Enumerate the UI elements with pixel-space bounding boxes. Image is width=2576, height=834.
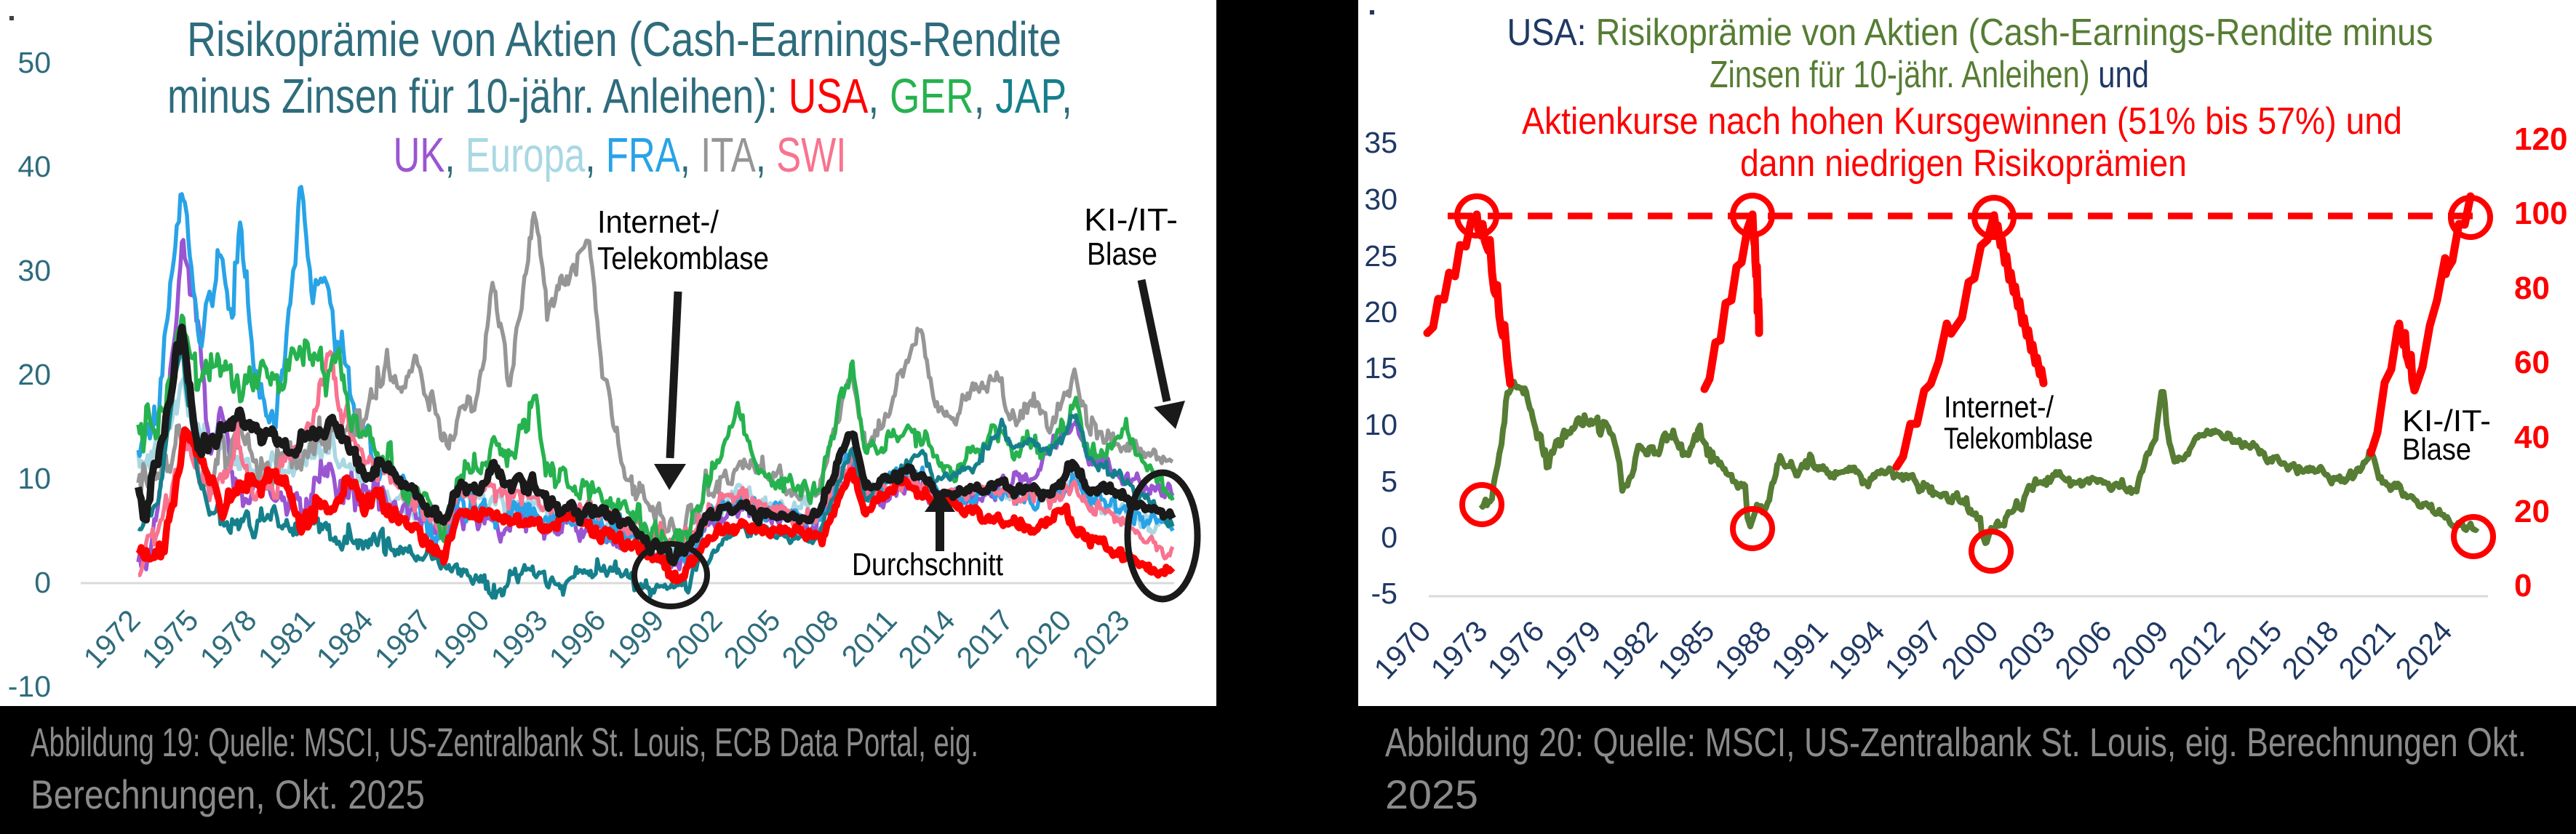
svg-text:-10: -10 [8,670,51,703]
svg-text:2025: 2025 [1385,771,1478,817]
svg-text:120: 120 [2514,121,2567,157]
svg-text:0: 0 [2514,568,2532,604]
svg-text:80: 80 [2514,270,2550,306]
svg-text:UK, Europa, FRA, ITA, SWI: UK, Europa, FRA, ITA, SWI [394,128,847,183]
svg-text:Abbildung 19: Quelle: MSCI, US: Abbildung 19: Quelle: MSCI, US-Zentralba… [31,719,978,765]
svg-text:10: 10 [17,462,51,495]
svg-text:Internet-/: Internet-/ [1944,390,2054,424]
svg-text:Blase: Blase [2402,432,2471,466]
svg-text:Berechnungen, Okt. 2025: Berechnungen, Okt. 2025 [31,771,425,817]
svg-text:KI-/IT-: KI-/IT- [2402,404,2491,438]
svg-text:KI-/IT-: KI-/IT- [1084,202,1178,238]
svg-text:40: 40 [2514,420,2550,455]
svg-text:Internet-/: Internet-/ [597,204,719,240]
svg-text:Zinsen für 10-jähr. Anleihen): Zinsen für 10-jähr. Anleihen) und [1710,54,2149,96]
svg-text:-5: -5 [1371,577,1397,610]
svg-text:USA: Risikoprämie von Aktien (: USA: Risikoprämie von Aktien (Cash-Earni… [1507,12,2433,54]
svg-text:Abbildung 20: Quelle: MSCI, US: Abbildung 20: Quelle: MSCI, US-Zentralba… [1385,719,2527,765]
svg-text:100: 100 [2514,196,2567,231]
svg-text:minus Zinsen für 10-jähr. Anle: minus Zinsen für 10-jähr. Anleihen): USA… [167,69,1072,124]
svg-text:30: 30 [1364,183,1397,216]
svg-text:10: 10 [1364,408,1397,441]
svg-text:dann niedrigen Risikoprämien: dann niedrigen Risikoprämien [1740,143,2187,185]
svg-text:Telekomblase: Telekomblase [597,241,769,276]
svg-text:30: 30 [17,254,51,287]
svg-text:20: 20 [1364,295,1397,329]
svg-text:35: 35 [1364,126,1397,159]
svg-text:Blase: Blase [1087,236,1157,272]
svg-text:20: 20 [2514,494,2550,529]
svg-text:Aktienkurse nach hohen Kursgew: Aktienkurse nach hohen Kursgewinnen (51%… [1522,100,2402,143]
svg-text:60: 60 [2514,345,2550,380]
svg-text:0: 0 [1381,521,1397,554]
svg-text:5: 5 [1381,465,1397,498]
svg-text:20: 20 [17,358,51,391]
svg-text:50: 50 [17,46,51,79]
svg-text:25: 25 [1364,239,1397,273]
svg-text:15: 15 [1364,351,1397,385]
svg-text:Durchschnitt: Durchschnitt [852,547,1003,582]
svg-text:0: 0 [34,566,51,599]
svg-text:40: 40 [17,150,51,183]
svg-text:Telekomblase: Telekomblase [1944,421,2093,455]
svg-text:Risikoprämie von Aktien (Cash-: Risikoprämie von Aktien (Cash-Earnings-R… [187,12,1061,67]
